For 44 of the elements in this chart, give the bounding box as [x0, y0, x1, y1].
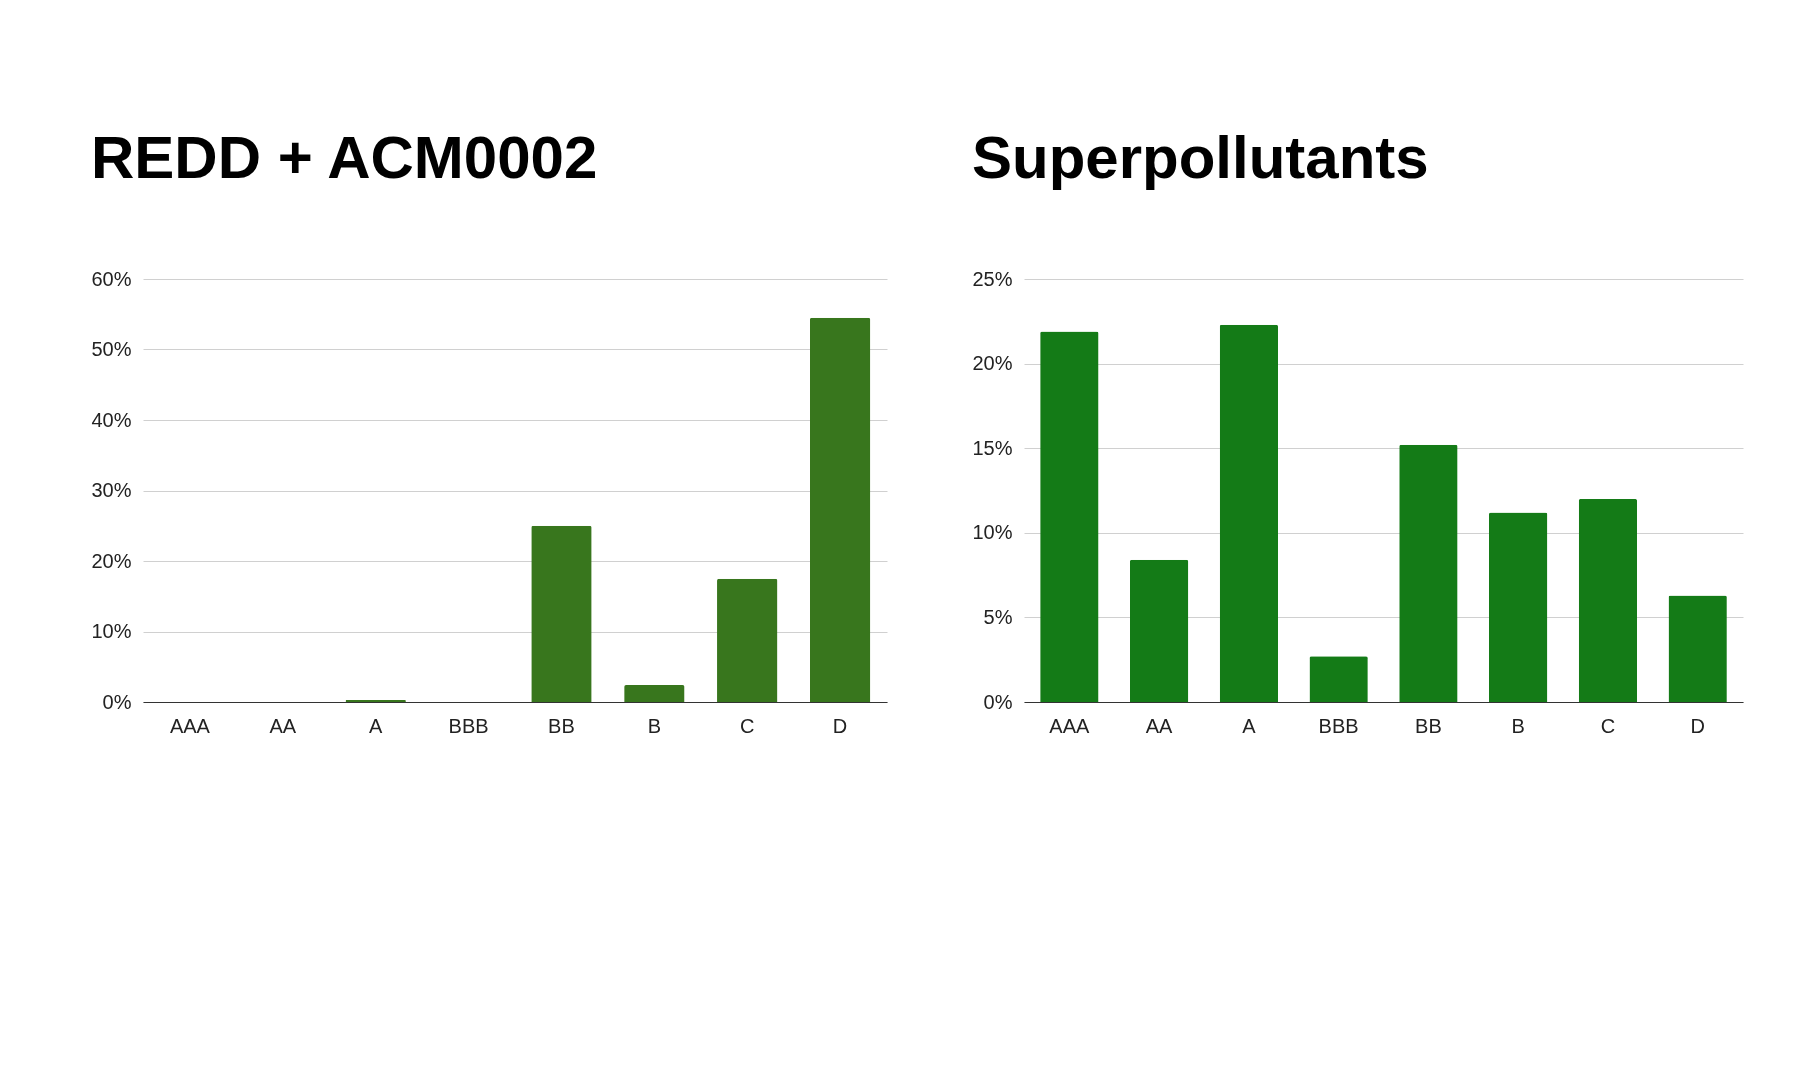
x-tick-label: BB [1415, 714, 1442, 737]
x-tick-label: A [369, 714, 383, 737]
bar [345, 699, 406, 702]
chart-title: REDD + ACM0002 [90, 124, 598, 191]
x-tick-label: C [739, 714, 755, 737]
x-tick-label: BBB [448, 714, 489, 737]
y-tick-label: 0% [102, 690, 132, 713]
bar [1488, 512, 1548, 702]
x-tick-label: BBB [1318, 714, 1359, 737]
x-tick-label: AAA [169, 714, 211, 737]
bar [1668, 595, 1727, 702]
bar [624, 685, 685, 702]
x-tick-label: AA [269, 714, 297, 737]
bar [1040, 331, 1099, 702]
y-tick-label: 30% [91, 479, 132, 501]
y-tick-label: 25% [972, 267, 1013, 290]
x-tick-label: C [1600, 714, 1616, 737]
y-tick-label: 50% [91, 338, 132, 360]
x-tick-label: AA [1145, 714, 1174, 737]
bar [531, 525, 592, 702]
y-tick-label: 0% [983, 690, 1013, 713]
bar [1399, 444, 1458, 702]
x-tick-label: B [647, 714, 661, 737]
y-tick-label: 10% [91, 620, 132, 642]
y-tick-label: 60% [91, 267, 132, 290]
x-tick-label: B [1511, 714, 1525, 737]
x-tick-label: D [1690, 714, 1705, 737]
y-tick-label: 20% [972, 352, 1013, 375]
bar [1578, 498, 1638, 702]
bar [1129, 559, 1189, 702]
bar [1309, 656, 1368, 702]
bar [717, 578, 778, 702]
y-tick-label: 10% [972, 521, 1013, 544]
x-tick-label: A [1242, 714, 1257, 737]
bar [809, 317, 871, 702]
bar [1219, 324, 1279, 702]
y-tick-label: 40% [91, 408, 132, 431]
y-tick-label: 5% [983, 605, 1013, 628]
x-tick-label: D [832, 714, 848, 737]
y-tick-label: 15% [972, 436, 1013, 459]
x-tick-label: AAA [1049, 714, 1090, 737]
x-tick-label: BB [548, 714, 575, 737]
chart-title: Superpollutants [971, 124, 1429, 191]
y-tick-label: 20% [91, 549, 132, 572]
